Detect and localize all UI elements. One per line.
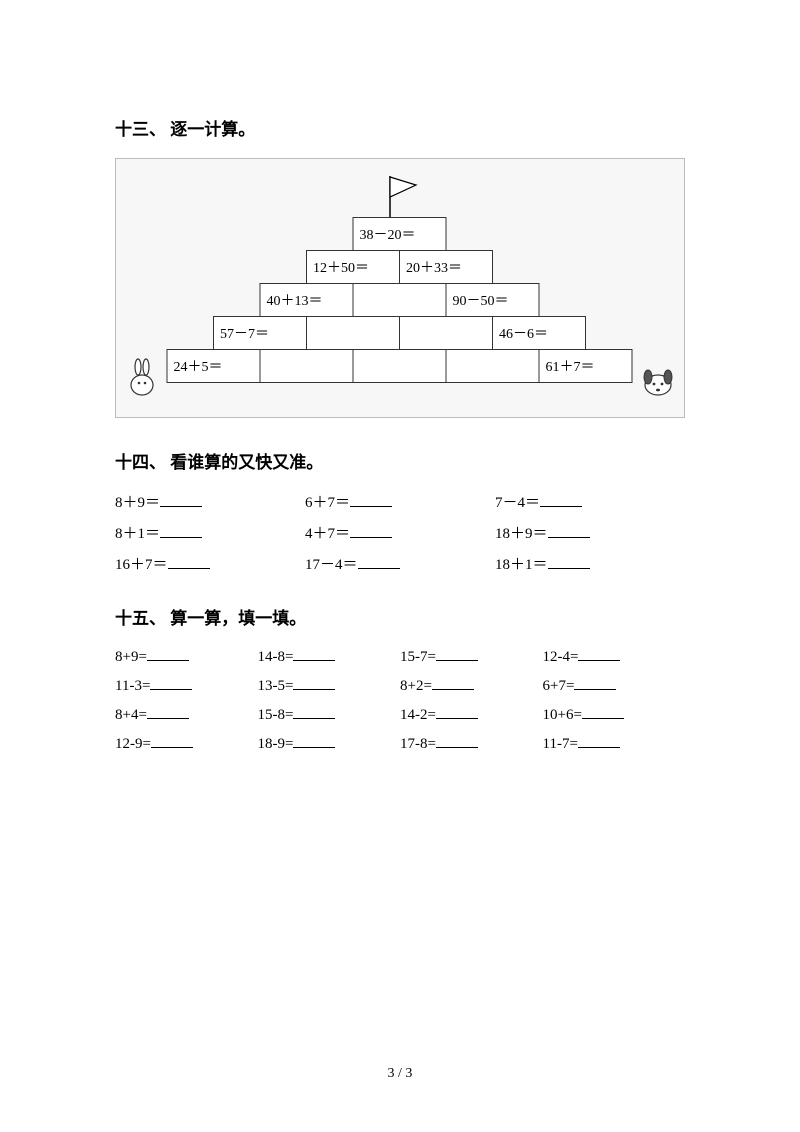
page-number: 3 / 3: [0, 1066, 800, 1082]
eq15-r3c2: 15-8=: [258, 705, 401, 724]
brick-r4-3: [399, 316, 493, 350]
eq14-r2c2: 4＋7＝: [305, 522, 495, 543]
brick-r3-1: 40＋13＝: [260, 283, 354, 317]
brick-r5-1: 24＋5＝: [167, 349, 261, 383]
rabbit-icon: [124, 357, 160, 407]
eq15-r1c2: 14-8=: [258, 647, 401, 666]
brick-r4-2: [306, 316, 400, 350]
brick-r3-2: [353, 283, 447, 317]
section-13-title: 十三、 逐一计算。: [115, 115, 685, 140]
dog-icon: [636, 357, 676, 407]
brick-r4-4: 46－6＝: [492, 316, 586, 350]
brick-r5-5: 61＋7＝: [539, 349, 633, 383]
eq15-r4c3: 17-8=: [400, 734, 543, 753]
eq15-r2c3: 8+2=: [400, 676, 543, 695]
eq15-r4c4: 11-7=: [543, 734, 686, 753]
eq14-r3c3: 18＋1＝: [495, 553, 685, 574]
brick-r5-3: [353, 349, 447, 383]
eq15-r3c1: 8+4=: [115, 705, 258, 724]
brick-r5-2: [260, 349, 354, 383]
eq15-r1c1: 8+9=: [115, 647, 258, 666]
eq15-r3c4: 10+6=: [543, 705, 686, 724]
eq15-r2c2: 13-5=: [258, 676, 401, 695]
brick-r1-1: 38－20＝: [353, 217, 447, 251]
eq15-r1c3: 15-7=: [400, 647, 543, 666]
eq15-r3c3: 14-2=: [400, 705, 543, 724]
brick-r4-1: 57－7＝: [213, 316, 307, 350]
eq15-r2c4: 6+7=: [543, 676, 686, 695]
eq14-r2c3: 18＋9＝: [495, 522, 685, 543]
brick-r2-1: 12＋50＝: [306, 250, 400, 284]
eq15-r2c1: 11-3=: [115, 676, 258, 695]
eq14-r3c2: 17－4＝: [305, 553, 495, 574]
eq15-r4c1: 12-9=: [115, 734, 258, 753]
brick-r2-2: 20＋33＝: [399, 250, 493, 284]
eq15-r1c4: 12-4=: [543, 647, 686, 666]
brick-r3-3: 90－50＝: [446, 283, 540, 317]
exercise-14-grid: 8＋9＝ 6＋7＝ 7－4＝ 8＋1＝ 4＋7＝ 18＋9＝ 16＋7＝ 17－…: [115, 491, 685, 574]
eq14-r2c1: 8＋1＝: [115, 522, 305, 543]
eq14-r1c3: 7－4＝: [495, 491, 685, 512]
eq15-r4c2: 18-9=: [258, 734, 401, 753]
brick-r5-4: [446, 349, 540, 383]
eq14-r1c2: 6＋7＝: [305, 491, 495, 512]
eq14-r1c1: 8＋9＝: [115, 491, 305, 512]
eq14-r3c1: 16＋7＝: [115, 553, 305, 574]
section-15-title: 十五、 算一算，填一填。: [115, 604, 685, 629]
exercise-15-grid: 8+9= 14-8= 15-7= 12-4= 11-3= 13-5= 8+2= …: [115, 647, 685, 753]
section-14-title: 十四、 看谁算的又快又准。: [115, 448, 685, 473]
pyramid-diagram: 38－20＝ 12＋50＝ 20＋33＝ 40＋13＝ 90－50＝ 57－7＝…: [115, 158, 685, 418]
